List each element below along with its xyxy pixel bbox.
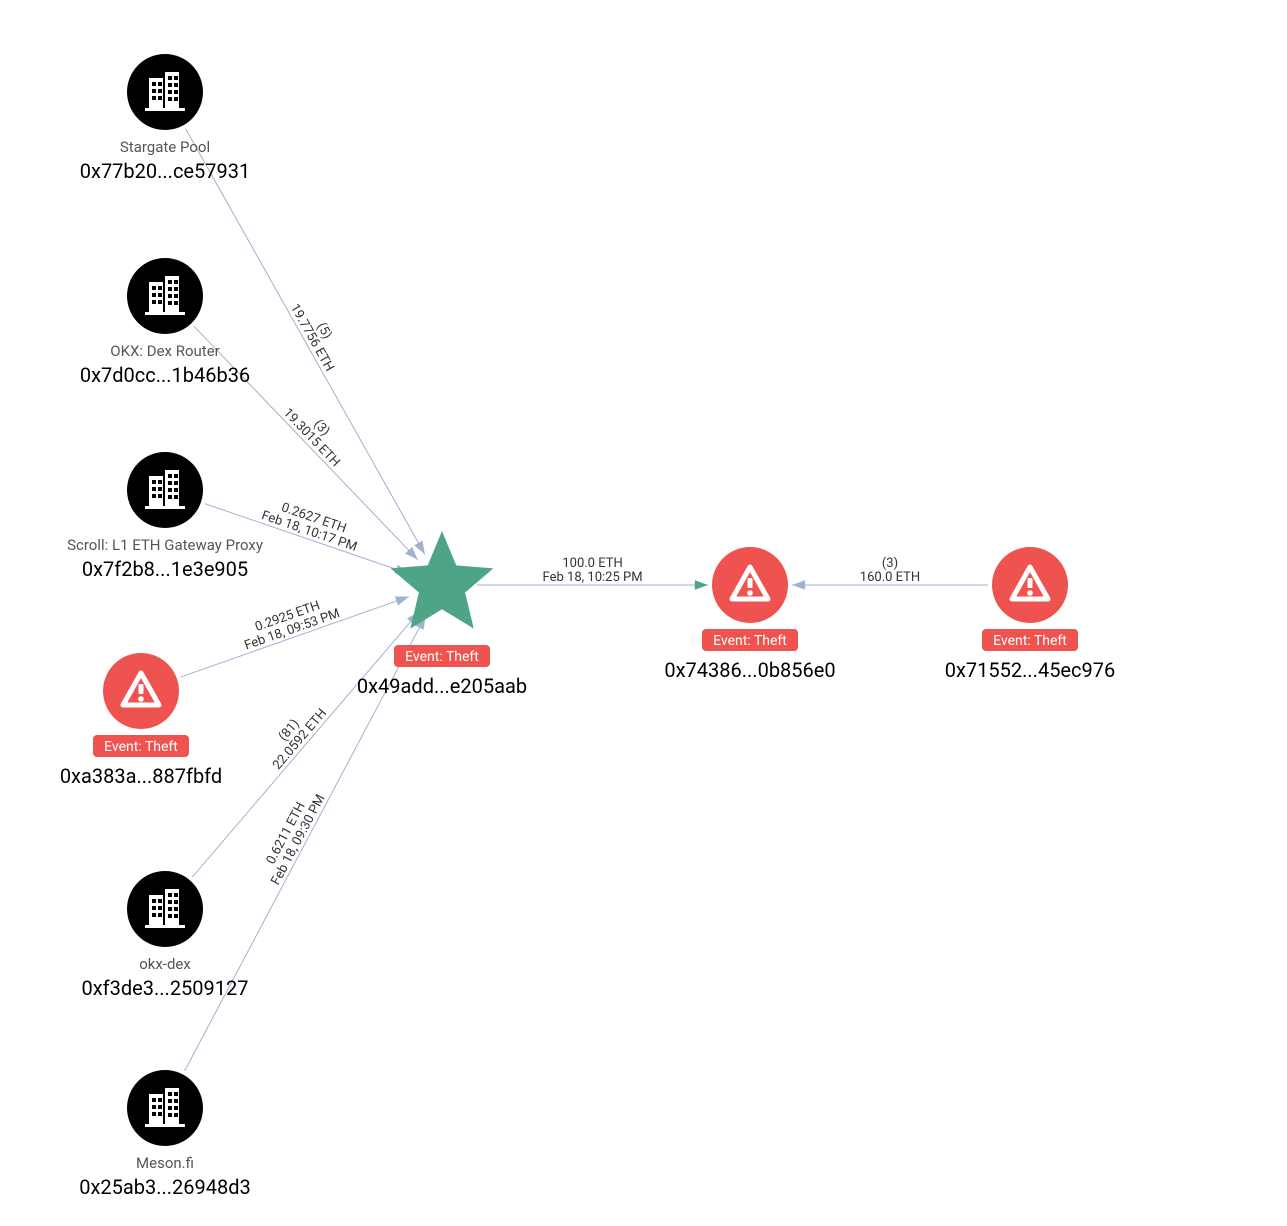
edge-label-group: (81)22.0592 ETH (259, 697, 330, 773)
node-label: Scroll: L1 ETH Gateway Proxy (67, 536, 263, 554)
svg-text:160.0 ETH: 160.0 ETH (860, 570, 920, 585)
svg-text:19.7756 ETH: 19.7756 ETH (287, 301, 337, 374)
node-address: 0x7d0cc...1b46b36 (80, 363, 250, 387)
node-address: 0x49add...e205aab (357, 674, 527, 698)
node-theft_b[interactable]: Event: Theft 0x74386...0b856e0 (664, 547, 835, 682)
svg-text:Feb 18, 10:25 PM: Feb 18, 10:25 PM (543, 570, 643, 585)
svg-text:19.3015 ETH: 19.3015 ETH (280, 406, 343, 471)
graph-canvas: (5)19.7756 ETH (3) 19.3015 ETH 0.2627 ETHFe… (0, 0, 1287, 1226)
node-label: Meson.fi (136, 1154, 194, 1172)
edge-label-group: 0.2925 ETHFeb 18, 09:53 PM (238, 593, 342, 654)
svg-text:22.0592 ETH: 22.0592 ETH (270, 706, 330, 773)
node-theft_a[interactable]: Event: Theft 0xa383a...887fbfd (60, 653, 222, 788)
theft-badge-text: Event: Theft (713, 633, 787, 649)
node-okxrouter[interactable]: OKX: Dex Router 0x7d0cc...1b46b36 (80, 258, 250, 387)
node-address: 0x77b20...ce57931 (80, 159, 250, 183)
svg-text:(3): (3) (882, 556, 898, 571)
node-label: OKX: Dex Router (110, 342, 219, 360)
node-address: 0x7f2b8...1e3e905 (82, 557, 248, 581)
edge-label-group: (3)160.0 ETH (860, 556, 920, 585)
node-okxdex[interactable]: okx-dex 0xf3de3...2509127 (82, 871, 249, 1000)
theft-badge-text: Event: Theft (405, 649, 479, 665)
node-scroll[interactable]: Scroll: L1 ETH Gateway Proxy 0x7f2b8...1e… (67, 452, 263, 581)
node-label: okx-dex (139, 955, 191, 973)
node-address: 0x25ab3...26948d3 (79, 1175, 251, 1199)
node-stargate[interactable]: Stargate Pool 0x77b20...ce57931 (80, 54, 250, 183)
theft-badge-text: Event: Theft (993, 633, 1067, 649)
node-center[interactable]: Event: Theft 0x49add...e205aab (357, 531, 527, 698)
node-address: 0xf3de3...2509127 (82, 976, 249, 1000)
edge-label-group: (5)19.7756 ETH (287, 295, 349, 375)
node-meson[interactable]: Meson.fi 0x25ab3...26948d3 (79, 1070, 251, 1199)
edge-label-group: 100.0 ETHFeb 18, 10:25 PM (543, 556, 643, 585)
node-address: 0xa383a...887fbfd (60, 764, 222, 788)
node-address: 0x71552...45ec976 (945, 658, 1115, 682)
theft-badge-text: Event: Theft (104, 739, 178, 755)
edge-label-group: 0.6211 ETHFeb 18, 09:30 PM (256, 786, 328, 888)
edge-label-group: 0.2627 ETHFeb 18, 10:17 PM (259, 495, 363, 555)
node-address: 0x74386...0b856e0 (664, 658, 835, 682)
node-label: Stargate Pool (120, 138, 210, 156)
node-theft_c[interactable]: Event: Theft 0x71552...45ec976 (945, 547, 1115, 682)
svg-text:100.0 ETH: 100.0 ETH (562, 556, 622, 571)
